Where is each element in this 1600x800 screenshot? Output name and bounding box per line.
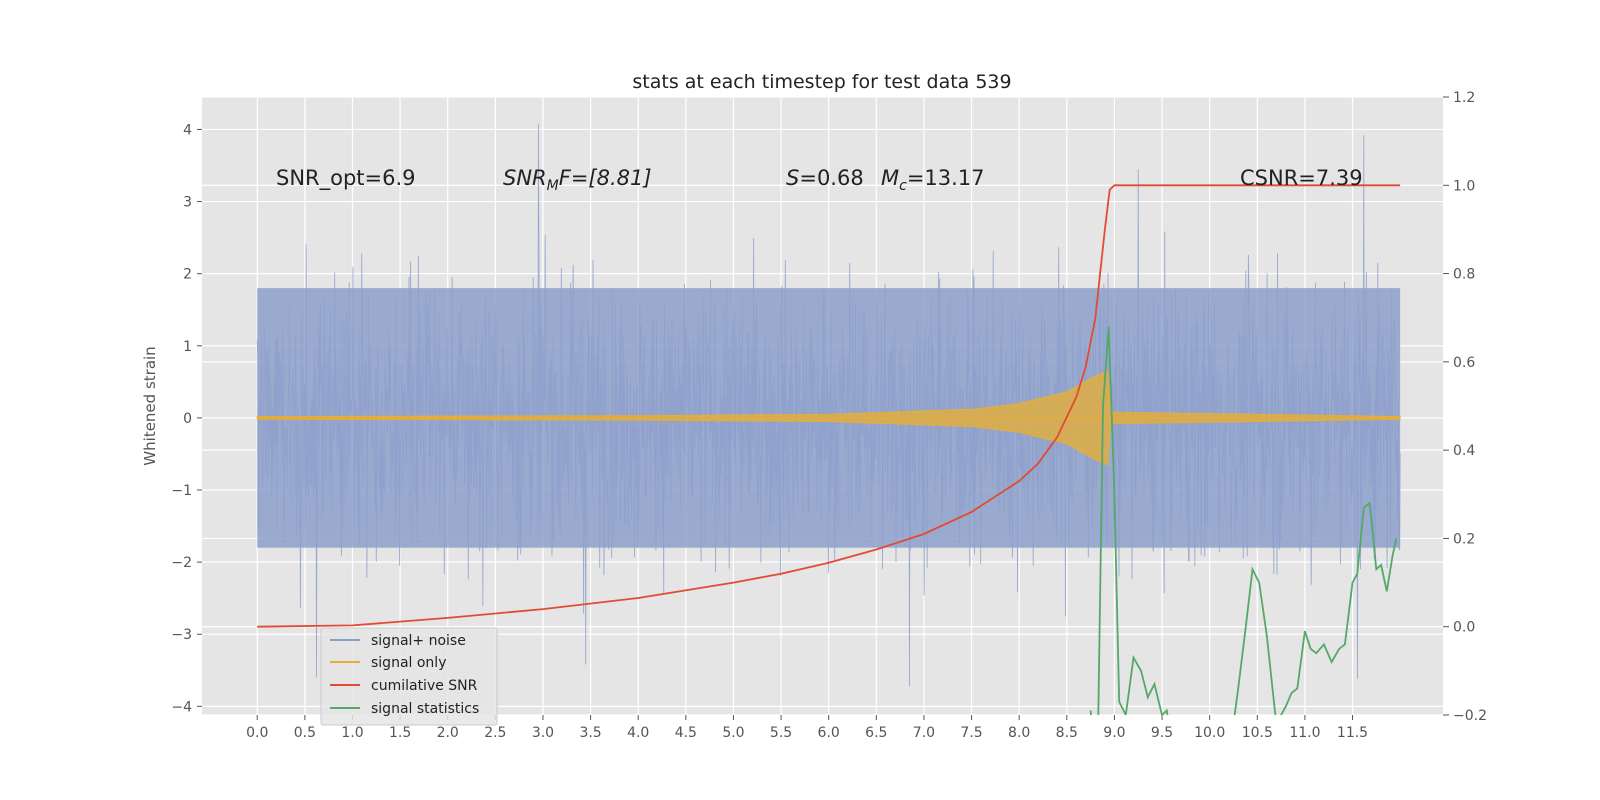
annotation-csnr: CSNR=7.39 <box>1240 166 1363 190</box>
x-tick-label: 5.5 <box>770 725 792 741</box>
y2-tick-label: −0.2 <box>1453 708 1487 724</box>
x-tick-label: 7.0 <box>913 725 935 741</box>
x-axis-ticks: 0.0 0.5 1.0 1.5 2.0 2.5 3.0 3.5 4.0 4.5 5.0 5.5 6.0 6… <box>246 715 1368 741</box>
y2-tick-label: 0.2 <box>1453 531 1475 547</box>
x-tick-label: 9.0 <box>1103 725 1125 741</box>
x-tick-label: 3.0 <box>532 725 554 741</box>
annotation-snr-opt: SNR_opt=6.9 <box>276 166 416 191</box>
y-axis-label: Whitened strain <box>141 346 159 465</box>
x-tick-label: 0.0 <box>246 725 268 741</box>
y2-tick-label: 1.2 <box>1453 90 1475 106</box>
legend-box <box>320 627 498 726</box>
legend-label-signal-only: signal only <box>371 655 446 671</box>
y-axis-ticks: 4 3 2 1 0 −1 −2 −3 −4 <box>171 122 202 715</box>
series-cumilative-snr <box>257 184 1401 628</box>
x-tick-label: 1.0 <box>341 725 363 741</box>
y-tick-label: −2 <box>171 555 192 571</box>
annotation-s: S=0.68 <box>786 166 864 190</box>
x-tick-label: 2.0 <box>437 725 459 741</box>
annotation-snr-mf: SNRMF=[8.81] <box>503 166 652 194</box>
x-tick-label: 4.5 <box>675 725 697 741</box>
y-tick-label: 0 <box>183 411 192 427</box>
x-tick-label: 1.5 <box>389 725 411 741</box>
y-tick-label: 3 <box>183 195 192 211</box>
series-signal-only <box>256 370 1401 466</box>
x-tick-label: 0.5 <box>294 725 316 741</box>
y-tick-label: 1 <box>183 339 192 355</box>
x-tick-label: 6.5 <box>865 725 887 741</box>
x-tick-label: 5.0 <box>722 725 744 741</box>
cumilative-snr-line <box>257 184 1401 628</box>
x-tick-label: 2.5 <box>484 725 506 741</box>
signal-statistics-line <box>1089 326 1398 715</box>
legend-label-cumilative-snr: cumilative SNR <box>371 678 478 694</box>
y2-tick-label: 1.0 <box>1453 178 1475 194</box>
x-tick-label: 8.0 <box>1008 725 1030 741</box>
legend-label-signal-plus-noise: signal+ noise <box>371 633 466 649</box>
x-tick-label: 11.0 <box>1289 725 1320 741</box>
annotation-mc: Mc=13.17 <box>881 166 985 194</box>
x-tick-label: 10.0 <box>1194 725 1225 741</box>
y2-tick-label: 0.8 <box>1453 267 1475 283</box>
x-tick-label: 8.5 <box>1056 725 1078 741</box>
x-tick-label: 6.0 <box>818 725 840 741</box>
legend-label-signal-statistics: signal statistics <box>371 701 479 717</box>
y-tick-label: 4 <box>183 122 192 138</box>
x-tick-label: 11.5 <box>1337 725 1368 741</box>
x-tick-label: 10.5 <box>1242 725 1273 741</box>
y2-tick-label: 0.6 <box>1453 355 1475 371</box>
y-tick-label: 2 <box>183 267 192 283</box>
y2-axis-ticks: 1.2 1.0 0.8 0.6 0.4 0.2 0.0 −0.2 <box>1443 90 1487 724</box>
x-tick-label: 9.5 <box>1151 725 1173 741</box>
y-tick-label: −3 <box>171 627 192 643</box>
y-tick-label: −1 <box>171 483 192 499</box>
chart-title: stats at each timestep for test data 539 <box>632 71 1011 93</box>
legend: signal+ noise signal only cumilative SNR… <box>320 627 498 726</box>
x-tick-label: 3.5 <box>579 725 601 741</box>
series-signal-statistics <box>1089 326 1398 715</box>
x-tick-label: 4.0 <box>627 725 649 741</box>
y-tick-label: −4 <box>171 699 192 715</box>
y2-tick-label: 0.4 <box>1453 443 1475 459</box>
y2-tick-label: 0.0 <box>1453 620 1475 636</box>
x-tick-label: 7.5 <box>960 725 982 741</box>
